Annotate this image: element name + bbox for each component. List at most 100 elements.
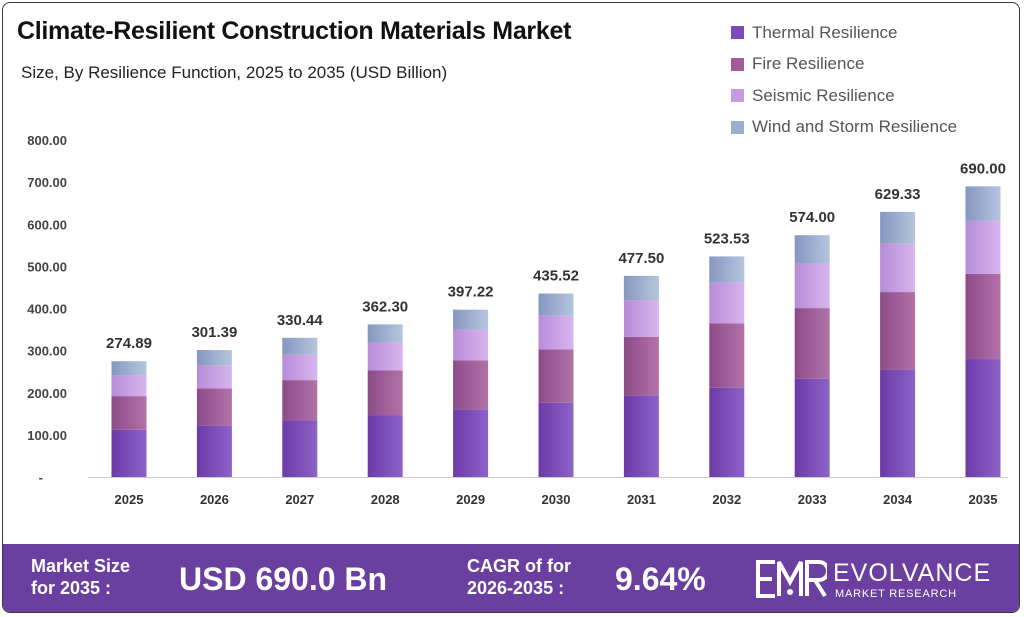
- legend-label-thermal: Thermal Resilience: [752, 22, 898, 42]
- y-tick-label: 100.00: [27, 428, 67, 443]
- brand-tagline: MARKET RESEARCH: [835, 588, 957, 600]
- x-tick-label: 2033: [798, 492, 827, 507]
- x-tick-label: 2035: [969, 492, 998, 507]
- bar-segment-fire-resilience: [965, 273, 1001, 360]
- bar-total-label: 574.00: [789, 209, 835, 226]
- legend-item-seismic: Seismic Resilience: [731, 80, 957, 112]
- bar-segment-seismic-resilience: [794, 263, 830, 309]
- bar-total-label: 435.52: [533, 268, 579, 285]
- bar-segment-thermal-resilience: [538, 402, 574, 477]
- brand-name: EVOLVANCE: [833, 559, 992, 587]
- bar-segment-thermal-resilience: [965, 359, 1001, 477]
- cagr-label-line2: 2026-2035 :: [467, 578, 565, 598]
- chart-title: Climate-Resilient Construction Materials…: [17, 17, 572, 45]
- bar-segment-seismic-resilience: [453, 329, 489, 361]
- bar-segment-fire-resilience: [196, 388, 232, 426]
- legend-swatch-seismic: [731, 89, 744, 103]
- bar-segment-thermal-resilience: [111, 429, 147, 477]
- market-size-label: Market Size for 2035 :: [31, 555, 130, 599]
- bar-segment-fire-resilience: [709, 323, 745, 388]
- bar-segment-fire-resilience: [538, 349, 574, 403]
- market-size-label-line1: Market Size: [31, 556, 131, 576]
- bar-segment-wind-and-storm-resilience: [709, 256, 745, 283]
- y-tick-label: 600.00: [27, 217, 67, 232]
- bar-segment-seismic-resilience: [196, 365, 232, 389]
- bar-total-label: 330.44: [277, 312, 324, 329]
- bar-segment-fire-resilience: [880, 292, 916, 370]
- cagr-label: CAGR of for 2026-2035 :: [467, 555, 571, 599]
- legend-swatch-fire: [731, 57, 744, 71]
- bar-segment-fire-resilience: [453, 360, 489, 410]
- bar-total-label: 629.33: [875, 186, 921, 203]
- bar-segment-fire-resilience: [367, 370, 403, 416]
- y-tick-label: 400.00: [27, 302, 67, 317]
- bar-total-label: 362.30: [362, 298, 408, 315]
- x-tick-label: 2030: [542, 492, 571, 507]
- bar-segment-seismic-resilience: [538, 315, 574, 350]
- bar-segment-wind-and-storm-resilience: [367, 324, 403, 343]
- y-tick-label: 300.00: [27, 344, 67, 359]
- brand-logo-icon: [756, 560, 827, 598]
- y-tick-label: 800.00: [27, 133, 67, 148]
- y-tick-label: -: [39, 470, 43, 485]
- bar-total-label: 690.00: [960, 160, 1006, 177]
- x-tick-label: 2025: [115, 492, 144, 507]
- bar-segment-seismic-resilience: [623, 300, 659, 337]
- bar-segment-wind-and-storm-resilience: [196, 350, 232, 366]
- stacked-bar-chart: - 100.00 200.00 300.00 400.00 500.00 600.00 700…: [27, 133, 1008, 507]
- bar-segment-wind-and-storm-resilience: [794, 235, 830, 264]
- x-tick-label: 2032: [712, 492, 741, 507]
- y-tick-label: 700.00: [27, 175, 67, 190]
- bar-segment-seismic-resilience: [965, 220, 1001, 274]
- legend-swatch-wind: [731, 120, 744, 134]
- x-tick-label: 2026: [200, 492, 229, 507]
- bar-segment-fire-resilience: [794, 308, 830, 379]
- legend: Thermal Resilience Fire Resilience Seism…: [731, 17, 957, 143]
- bar-total-label: 274.89: [106, 335, 152, 352]
- market-size-label-line2: for 2035 :: [31, 578, 112, 598]
- bar-segment-seismic-resilience: [709, 282, 745, 324]
- x-tick-label: 2027: [285, 492, 314, 507]
- legend-swatch-thermal: [731, 26, 744, 40]
- bar-segment-thermal-resilience: [196, 425, 232, 477]
- chart-subtitle: Size, By Resilience Function, 2025 to 20…: [21, 63, 448, 82]
- legend-label-seismic: Seismic Resilience: [752, 85, 895, 105]
- bar-segment-seismic-resilience: [282, 354, 318, 381]
- bar-segment-wind-and-storm-resilience: [965, 186, 1001, 221]
- bar-segment-thermal-resilience: [453, 409, 489, 477]
- bar-segment-wind-and-storm-resilience: [111, 361, 147, 376]
- x-tick-label: 2031: [627, 492, 656, 507]
- bar-segment-seismic-resilience: [367, 342, 403, 371]
- bar-total-label: 523.53: [704, 230, 750, 247]
- bar-total-label: 477.50: [618, 250, 664, 267]
- footer-banner: Market Size for 2035 : USD 690.0 Bn CAGR…: [3, 544, 1019, 612]
- y-tick-label: 500.00: [27, 259, 67, 274]
- legend-item-fire: Fire Resilience: [731, 49, 957, 81]
- cagr-value: 9.64%: [615, 561, 706, 597]
- bar-segment-fire-resilience: [623, 336, 659, 396]
- bar-segment-wind-and-storm-resilience: [282, 337, 318, 355]
- market-size-value: USD 690.0 Bn: [179, 561, 388, 597]
- bar-segment-thermal-resilience: [794, 378, 830, 477]
- y-tick-label: 200.00: [27, 386, 67, 401]
- bar-segment-seismic-resilience: [111, 375, 147, 397]
- bar-segment-fire-resilience: [111, 396, 147, 430]
- bar-segment-fire-resilience: [282, 380, 318, 421]
- legend-item-wind: Wind and Storm Resilience: [731, 112, 957, 144]
- bar-segment-wind-and-storm-resilience: [538, 293, 574, 316]
- bar-segment-seismic-resilience: [880, 243, 916, 293]
- bar-segment-thermal-resilience: [623, 395, 659, 477]
- bar-segment-thermal-resilience: [367, 415, 403, 477]
- bar-segment-thermal-resilience: [282, 420, 318, 477]
- x-tick-label: 2028: [371, 492, 400, 507]
- x-tick-label: 2029: [456, 492, 485, 507]
- bar-segment-thermal-resilience: [880, 369, 916, 477]
- bar-segment-wind-and-storm-resilience: [453, 309, 489, 330]
- bar-segment-wind-and-storm-resilience: [880, 211, 916, 244]
- bar-segment-thermal-resilience: [709, 387, 745, 477]
- bar-total-label: 397.22: [448, 284, 494, 301]
- x-tick-label: 2034: [883, 492, 913, 507]
- cagr-label-line1: CAGR of for: [467, 556, 571, 576]
- bar-segment-wind-and-storm-resilience: [623, 275, 659, 301]
